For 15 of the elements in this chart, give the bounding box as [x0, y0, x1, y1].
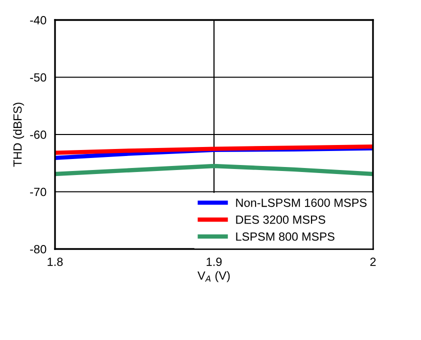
x-axis-title: V$_{A}$ (V) — [198, 271, 230, 282]
y-tick-label: -50 — [30, 73, 46, 82]
legend-label: Non-LSPSM 1600 MSPS — [236, 198, 367, 207]
x-tick-label: 1.8 — [48, 258, 63, 266]
legend-label: LSPSM 800 MSPS — [236, 232, 334, 241]
legend-label: DES 3200 MSPS — [236, 215, 326, 224]
y-tick-label: -40 — [30, 16, 46, 24]
y-tick-label: -60 — [30, 130, 46, 139]
y-axis-title: THD (dBFS) — [13, 102, 24, 167]
y-tick-label: -70 — [30, 188, 46, 196]
line-series — [55, 164, 373, 176]
line-series — [55, 144, 373, 155]
y-tick-label: -80 — [30, 245, 46, 254]
x-tick-label: 2 — [370, 258, 376, 266]
x-tick-label: 1.9 — [206, 258, 222, 266]
